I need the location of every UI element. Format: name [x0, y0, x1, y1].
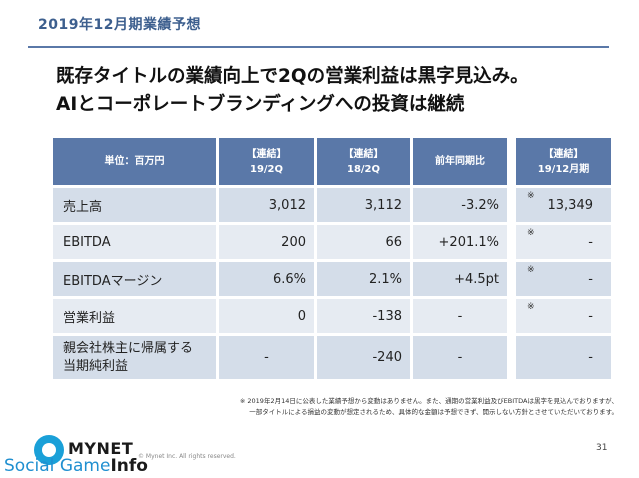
title-divider [28, 46, 609, 48]
row-label: 売上高 [53, 188, 219, 225]
header-yoy: 前年同期比 [413, 138, 507, 188]
header-18-2q: 【連結】 18/2Q [317, 138, 413, 188]
cell-full-year-value: - [588, 350, 593, 365]
copyright: © Mynet Inc. All rights reserved. [138, 453, 236, 460]
cell-full-year: ※ - [516, 262, 611, 299]
cell-full-year-value: - [588, 234, 593, 250]
cell-19-2q: 3,012 [219, 188, 317, 225]
cell-yoy: - [413, 336, 507, 379]
table-row: 親会社株主に帰属する 当期純利益 - -240 - [53, 336, 507, 379]
cell-18-2q: 66 [317, 225, 413, 262]
row-label: 営業利益 [53, 299, 219, 336]
cell-19-2q: - [219, 336, 317, 379]
cell-full-year: ※ 13,349 [516, 188, 611, 225]
table-row: - [516, 336, 611, 379]
row-label: 親会社株主に帰属する 当期純利益 [53, 336, 219, 379]
header-tag: 【連結】 [343, 148, 384, 160]
header-tag: 【連結】 [543, 148, 584, 160]
sgi-info: Info [110, 456, 148, 476]
cell-full-year-value: 13,349 [547, 197, 594, 213]
logo-text: MYNET [68, 439, 134, 458]
sgi-social: Social [4, 456, 55, 476]
table-row: ※ - [516, 225, 611, 262]
footnote-line-1: ※ 2019年2月14日に公表した業績予想から変動はありません。また、通期の営業… [239, 397, 618, 405]
cell-yoy: - [413, 299, 507, 336]
cell-18-2q: -240 [317, 336, 413, 379]
cell-yoy: -3.2% [413, 188, 507, 225]
cell-full-year-value: - [588, 271, 593, 287]
headline: 既存タイトルの業績向上で2Qの営業利益は黒字見込み。 AIとコーポレートブランデ… [56, 63, 616, 119]
table-row: 営業利益 0 -138 - [53, 299, 507, 336]
table-header-row: 【連結】 19/12月期 [516, 138, 611, 188]
table-row: ※ - [516, 299, 611, 336]
section-title: 2019年12月期業績予想 [38, 17, 201, 33]
header-19-2q: 【連結】 19/2Q [219, 138, 317, 188]
full-year-table: 【連結】 19/12月期 ※ 13,349 ※ - ※ - ※ [516, 138, 611, 379]
row-label-line-1: 親会社株主に帰属する [63, 340, 194, 356]
cell-full-year-value: - [588, 308, 593, 324]
row-label-line-2: 当期純利益 [63, 358, 129, 374]
cell-full-year: - [516, 336, 611, 379]
header-period: 19/2Q [249, 163, 284, 175]
social-game-info-logo: Social GameInfo [4, 456, 148, 476]
cell-full-year: ※ - [516, 299, 611, 336]
header-tag: 【連結】 [246, 148, 287, 160]
cell-yoy: +201.1% [413, 225, 507, 262]
header-period: 19/12月期 [537, 163, 590, 175]
cell-18-2q: -138 [317, 299, 413, 336]
cell-19-2q: 0 [219, 299, 317, 336]
footnote-line-2: 一部タイトルによる損益の変動が想定されるため、具体的な金額は予想できず、開示しな… [249, 408, 618, 416]
table-row: EBITDAマージン 6.6% 2.1% +4.5pt [53, 262, 507, 299]
row-label: EBITDAマージン [53, 262, 219, 299]
note-mark: ※ [527, 228, 535, 238]
table-row: 売上高 3,012 3,112 -3.2% [53, 188, 507, 225]
page-number: 31 [596, 443, 608, 453]
header-full-year: 【連結】 19/12月期 [516, 138, 611, 188]
cell-19-2q: 200 [219, 225, 317, 262]
sgi-game: Game [59, 456, 111, 476]
note-mark: ※ [527, 302, 535, 312]
header-period: 18/2Q [346, 163, 381, 175]
row-label: EBITDA [53, 225, 219, 262]
note-mark: ※ [527, 265, 535, 275]
cell-full-year: ※ - [516, 225, 611, 262]
mynet-logo-icon [34, 435, 64, 465]
table-row: ※ - [516, 262, 611, 299]
cell-19-2q: 6.6% [219, 262, 317, 299]
headline-line-2: AIとコーポレートブランディングへの投資は継続 [56, 94, 465, 115]
results-table: 単位：百万円 【連結】 19/2Q 【連結】 18/2Q 前年同期比 売上高 3… [53, 138, 507, 379]
cell-18-2q: 3,112 [317, 188, 413, 225]
headline-line-1: 既存タイトルの業績向上で2Qの営業利益は黒字見込み。 [56, 66, 529, 87]
cell-18-2q: 2.1% [317, 262, 413, 299]
footnote: ※ 2019年2月14日に公表した業績予想から変動はありません。また、通期の営業… [168, 396, 618, 418]
unit-header: 単位：百万円 [53, 138, 219, 188]
cell-yoy: +4.5pt [413, 262, 507, 299]
table-row: EBITDA 200 66 +201.1% [53, 225, 507, 262]
table-header-row: 単位：百万円 【連結】 19/2Q 【連結】 18/2Q 前年同期比 [53, 138, 507, 188]
note-mark: ※ [527, 191, 535, 201]
brand-logo: MYNET Social GameInfo [2, 432, 148, 478]
table-row: ※ 13,349 [516, 188, 611, 225]
